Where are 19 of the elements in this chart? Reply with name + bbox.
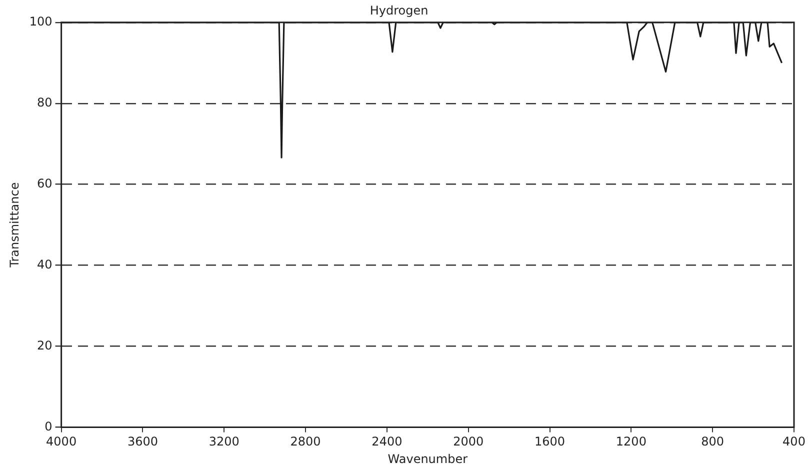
- x-axis-title: Wavenumber: [388, 452, 468, 466]
- y-tick-label: 80: [37, 95, 52, 110]
- x-tick-label: 800: [701, 434, 724, 449]
- x-tick-label: 3600: [127, 434, 158, 449]
- y-tick-label: 60: [37, 176, 52, 190]
- x-tick-label: 1200: [616, 434, 646, 449]
- x-tick-label: 2000: [453, 434, 484, 449]
- x-tick-label: 3200: [208, 434, 240, 449]
- x-tick-label: 1600: [534, 434, 566, 449]
- y-tick-label: 20: [37, 338, 52, 352]
- y-tick-label: 40: [37, 257, 52, 272]
- x-tick-label: 2400: [372, 434, 402, 449]
- y-tick-label: 100: [29, 14, 52, 29]
- x-tick-label: 2800: [290, 434, 321, 449]
- y-tick-label: 0: [44, 419, 52, 434]
- x-tick-label: 4000: [46, 434, 77, 449]
- chart-title: Hydrogen: [370, 3, 428, 18]
- y-axis-title: Transmittance: [7, 182, 22, 268]
- x-tick-label: 400: [782, 434, 806, 449]
